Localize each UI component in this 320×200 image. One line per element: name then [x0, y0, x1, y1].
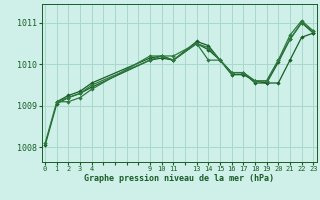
- X-axis label: Graphe pression niveau de la mer (hPa): Graphe pression niveau de la mer (hPa): [84, 174, 274, 183]
